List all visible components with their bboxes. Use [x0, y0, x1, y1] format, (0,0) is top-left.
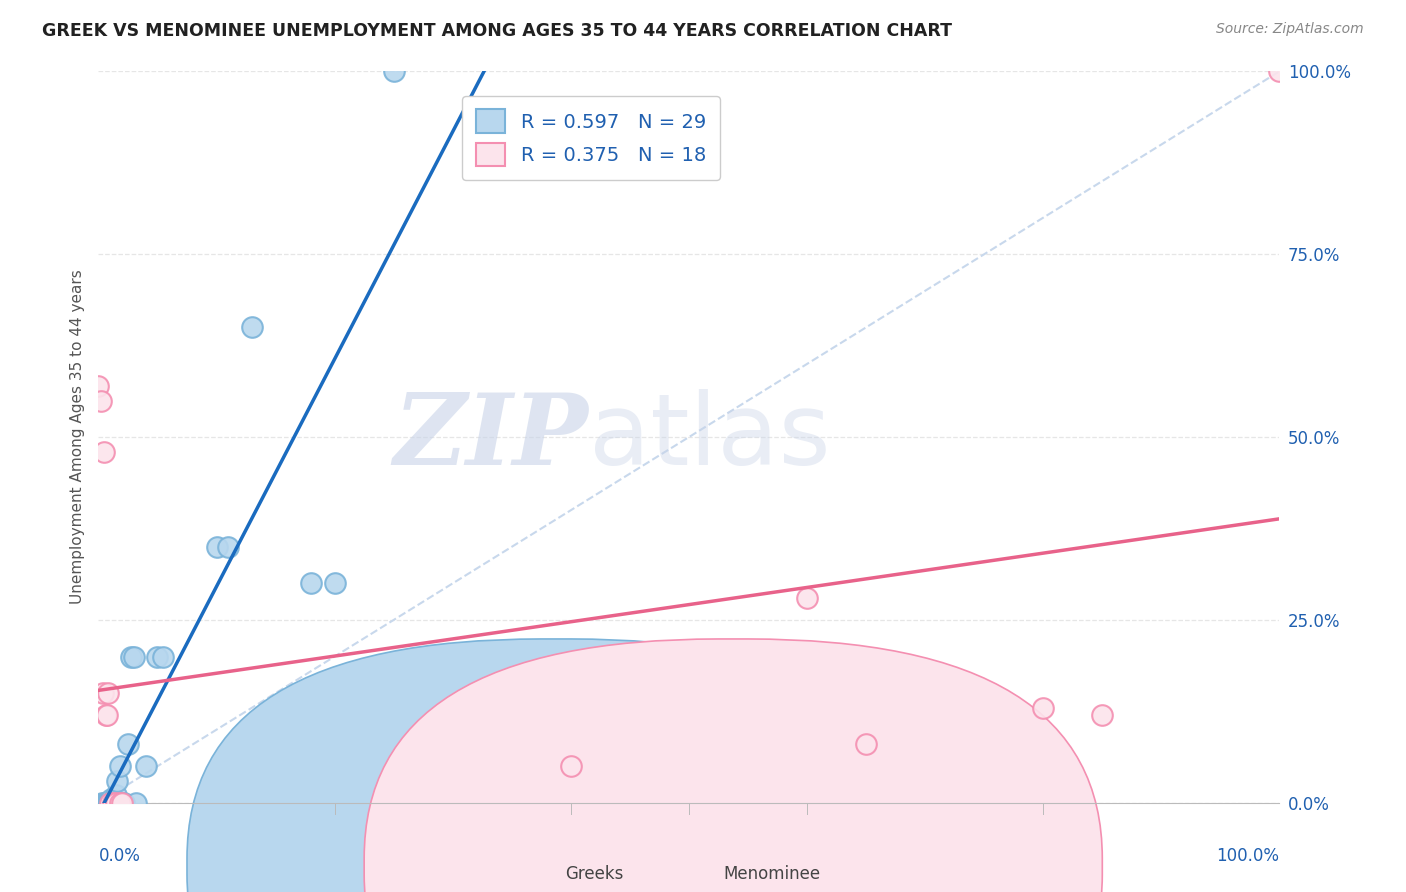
Point [94, 796, 117, 810]
Point [560, 759, 582, 773]
Point [93, 444, 115, 458]
Point [146, 649, 169, 664]
Point [111, 796, 134, 810]
Point [94, 708, 117, 723]
Point [112, 796, 135, 810]
Point [117, 737, 139, 751]
Point [1032, 700, 1054, 714]
Point [152, 649, 174, 664]
Point [105, 796, 128, 810]
Point [240, 320, 263, 334]
Point [96, 708, 118, 723]
Point [855, 737, 877, 751]
Point [103, 792, 125, 806]
Point [121, 649, 143, 664]
Point [205, 540, 228, 554]
Point [100, 792, 122, 806]
FancyBboxPatch shape [364, 639, 1102, 892]
Point [108, 796, 131, 810]
Text: 100.0%: 100.0% [1216, 847, 1279, 864]
Point [93, 796, 115, 810]
Point [382, 64, 405, 78]
Point [87, 379, 110, 393]
Point [299, 576, 322, 591]
Point [105, 773, 128, 788]
Point [125, 796, 148, 810]
Point [122, 649, 145, 664]
Text: Greeks: Greeks [565, 865, 624, 883]
Point [111, 796, 134, 810]
Point [107, 796, 129, 810]
Point [97, 796, 120, 810]
Text: 0.0%: 0.0% [98, 847, 141, 864]
Text: Menominee: Menominee [723, 865, 820, 883]
Point [98, 796, 121, 810]
Point [98, 796, 121, 810]
Point [96, 796, 118, 810]
Point [101, 796, 124, 810]
Point [90, 393, 112, 408]
Point [135, 759, 157, 773]
Text: atlas: atlas [589, 389, 830, 485]
Point [98, 796, 121, 810]
Point [1091, 708, 1114, 723]
Point [91, 796, 114, 810]
Point [97, 686, 120, 700]
Point [217, 540, 239, 554]
Text: Source: ZipAtlas.com: Source: ZipAtlas.com [1216, 22, 1364, 37]
Legend: R = 0.597   N = 29, R = 0.375   N = 18: R = 0.597 N = 29, R = 0.375 N = 18 [463, 95, 720, 180]
Point [323, 576, 346, 591]
Y-axis label: Unemployment Among Ages 35 to 44 years: Unemployment Among Ages 35 to 44 years [69, 269, 84, 605]
Point [1268, 64, 1291, 78]
Text: GREEK VS MENOMINEE UNEMPLOYMENT AMONG AGES 35 TO 44 YEARS CORRELATION CHART: GREEK VS MENOMINEE UNEMPLOYMENT AMONG AG… [42, 22, 952, 40]
Point [91, 686, 114, 700]
Point [105, 789, 128, 803]
Point [108, 759, 131, 773]
Point [796, 591, 818, 605]
Text: ZIP: ZIP [394, 389, 589, 485]
FancyBboxPatch shape [187, 639, 925, 892]
Point [101, 796, 124, 810]
